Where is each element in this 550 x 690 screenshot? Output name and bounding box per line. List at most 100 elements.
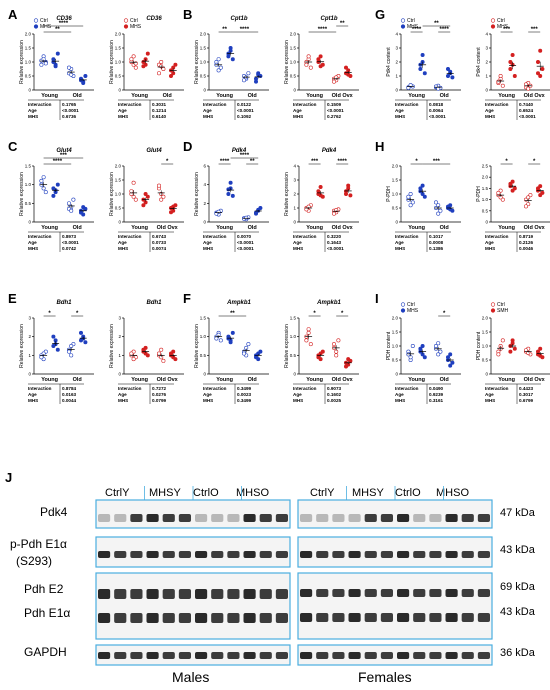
legend-label: Ctrl — [497, 302, 505, 308]
panel-label-g: G — [375, 7, 385, 22]
x-group-label: Young — [131, 377, 148, 383]
sig-label: **** — [338, 159, 348, 165]
band — [397, 514, 410, 522]
band — [162, 551, 175, 558]
data-point — [535, 186, 540, 191]
panel-label-b: B — [183, 7, 192, 22]
y-tick-label: 1.0 — [482, 197, 489, 202]
stats-value: 0.0046 — [519, 246, 533, 251]
y-tick-label: 1.0 — [290, 60, 297, 65]
data-point — [318, 64, 323, 69]
x-group-label: Young — [216, 377, 233, 383]
y-tick-label: 4 — [485, 32, 488, 37]
y-tick-label: 0 — [203, 372, 206, 377]
x-group-label: Young — [306, 93, 323, 99]
data-point — [43, 61, 48, 66]
y-tick-label: 1.0 — [392, 344, 399, 349]
y-tick-label: 1.0 — [482, 344, 489, 349]
y-tick-label: 1.5 — [290, 46, 297, 51]
blot-row-label-pdhe2: Pdh E2 — [24, 582, 64, 596]
stats-label: Age — [293, 392, 302, 397]
group-label-females: Females — [358, 669, 412, 685]
band — [397, 652, 410, 659]
stats-value: 0.3031 — [152, 102, 166, 107]
y-tick-label: 2.0 — [482, 316, 489, 321]
band — [178, 652, 191, 659]
legend-marker — [123, 24, 129, 29]
stats-value: 0.0044 — [62, 398, 76, 403]
y-axis-label: PDH content — [476, 331, 482, 360]
lane-label-ctrly-females: CtrlY — [310, 487, 335, 499]
data-point — [418, 186, 423, 191]
band — [259, 514, 272, 522]
stats-label: MHS — [485, 246, 495, 251]
panel-label-a: A — [8, 7, 18, 22]
data-point — [526, 86, 531, 91]
band — [98, 514, 111, 522]
data-point — [508, 67, 513, 72]
legend-marker — [400, 18, 406, 23]
data-point — [67, 65, 72, 70]
data-point — [43, 190, 48, 195]
data-point — [145, 51, 150, 56]
y-axis-label: P-PDH — [476, 186, 482, 202]
data-point — [242, 78, 247, 83]
data-point — [228, 340, 233, 345]
data-point — [512, 74, 517, 79]
data-point — [81, 81, 86, 86]
sig-label: *** — [60, 153, 68, 159]
y-tick-label: 0.5 — [392, 206, 399, 211]
y-axis-label: Relative expression — [109, 172, 115, 216]
x-group-label: Old Ovx — [332, 93, 354, 99]
y-tick-label: 0 — [485, 372, 488, 377]
stats-label: Interaction — [28, 102, 52, 107]
stats-label: Interaction — [203, 234, 227, 239]
band — [461, 613, 474, 622]
data-point — [420, 343, 425, 348]
stats-label: MHS — [203, 246, 213, 251]
band — [275, 613, 288, 623]
data-point — [306, 327, 311, 332]
band — [211, 613, 224, 623]
stats-value: 0.3017 — [519, 392, 533, 397]
stats-label: Age — [485, 240, 494, 245]
y-axis-label: Pdk4 content — [476, 47, 482, 77]
legend-label: Ctrl — [407, 302, 415, 308]
band — [211, 589, 224, 599]
band — [178, 613, 191, 623]
chart-title: Ampkb1 — [316, 300, 341, 306]
band — [195, 613, 208, 623]
data-point — [69, 353, 74, 358]
data-point — [157, 183, 162, 188]
y-tick-label: 2 — [118, 334, 121, 339]
band — [316, 589, 329, 597]
data-point — [334, 353, 339, 358]
band — [146, 589, 159, 599]
stats-value: 0.0025 — [327, 398, 341, 403]
data-point — [535, 59, 540, 64]
data-point — [141, 347, 146, 352]
data-point — [159, 59, 164, 64]
data-point — [316, 57, 321, 62]
data-point — [500, 338, 505, 343]
data-point — [226, 336, 231, 341]
stats-value: 0.0074 — [152, 246, 166, 251]
y-tick-label: 0 — [395, 372, 398, 377]
band — [461, 551, 474, 558]
band — [114, 613, 127, 623]
x-group-label: Old — [73, 377, 82, 383]
data-point — [306, 54, 311, 59]
y-tick-label: 0.5 — [482, 208, 489, 213]
membrane-frame — [297, 572, 493, 640]
x-group-label: Old — [248, 225, 257, 231]
stats-value: 0.1214 — [152, 108, 166, 113]
band — [275, 652, 288, 659]
panel-label-e: E — [8, 291, 17, 306]
stats-value: <0.0001 — [327, 108, 344, 113]
data-point — [343, 364, 348, 369]
band — [332, 652, 345, 659]
stats-label: MHS — [395, 114, 405, 119]
band — [146, 551, 159, 558]
